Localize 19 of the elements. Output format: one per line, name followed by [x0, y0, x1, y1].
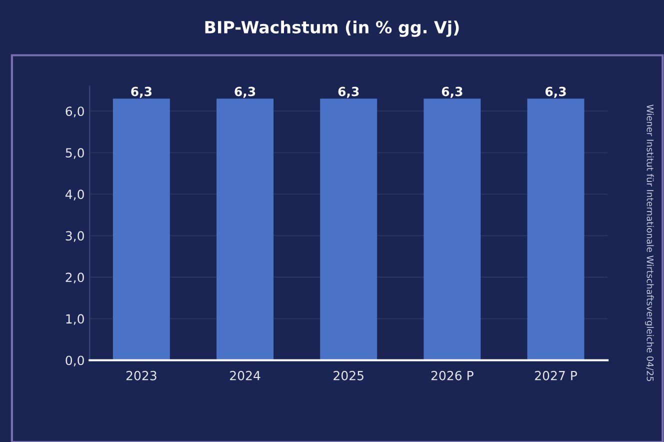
y-tick-label: 1,0: [66, 314, 84, 325]
x-tick-label: 2023: [126, 370, 156, 380]
y-tick-label: 3,0: [66, 231, 84, 242]
y-tick-label: 6,0: [66, 106, 84, 118]
chart-title: BIP-Wachstum (in % gg. Vj): [205, 20, 459, 37]
data-label: 6,3: [131, 86, 152, 98]
data-label: 6,3: [234, 86, 256, 98]
x-tick-label: 2024: [230, 370, 260, 380]
y-tick-label: 5,0: [66, 148, 84, 159]
x-tick-label: 2026 P: [431, 370, 474, 380]
text: Wiener Institut für Internationale Wirtschaftsvergleiche 04/25: [645, 104, 654, 382]
y-tick-label: 2,0: [66, 272, 84, 284]
y-tick-label: 0,0: [66, 356, 84, 366]
x-tick-label: 2025: [334, 370, 364, 380]
y-tick-label: 4,0: [66, 190, 84, 200]
x-tick-label: 2027 P: [535, 370, 578, 380]
data-label: 6,3: [442, 86, 462, 98]
data-label: 6,3: [338, 86, 359, 98]
data-label: 6,3: [545, 86, 566, 98]
